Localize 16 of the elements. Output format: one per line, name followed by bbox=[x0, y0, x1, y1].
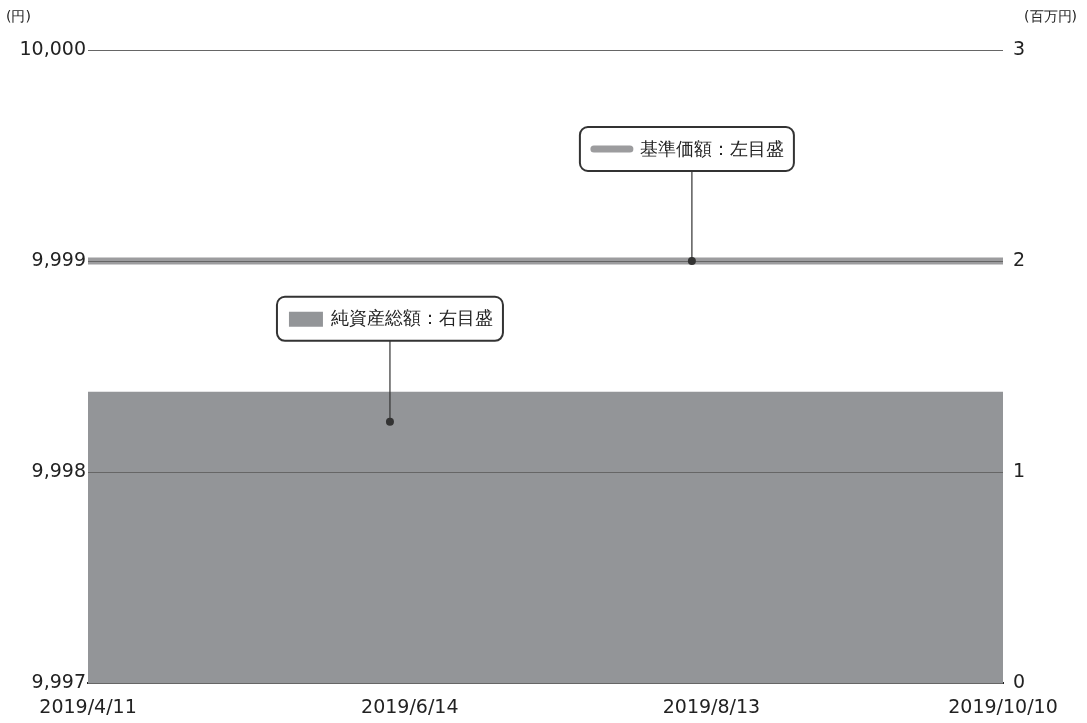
y-tick-label: 9,998 bbox=[31, 458, 86, 481]
y2-tick-label: 0 bbox=[1013, 669, 1026, 692]
x-tick-label: 2019/8/13 bbox=[662, 695, 761, 718]
y2-tick-label: 3 bbox=[1013, 36, 1026, 59]
y2-tick-label: 2 bbox=[1013, 247, 1026, 270]
legend-label: 基準価額：左目盛 bbox=[639, 137, 784, 159]
y-tick-label: 9,999 bbox=[31, 247, 86, 270]
x-tick-label: 2019/4/11 bbox=[39, 695, 137, 718]
y-axis-title: (円) bbox=[6, 8, 31, 26]
legend-label: 純資産総額：右目盛 bbox=[330, 307, 493, 329]
y2-tick-label: 1 bbox=[1013, 458, 1026, 481]
x-tick-label: 2019/10/10 bbox=[948, 695, 1058, 718]
x-tick-label: 2019/6/14 bbox=[361, 695, 459, 718]
y2-axis-title: (百万円) bbox=[1024, 8, 1077, 26]
y-tick-label: 10,000 bbox=[19, 36, 86, 59]
y-tick-label: 9,997 bbox=[31, 669, 86, 692]
